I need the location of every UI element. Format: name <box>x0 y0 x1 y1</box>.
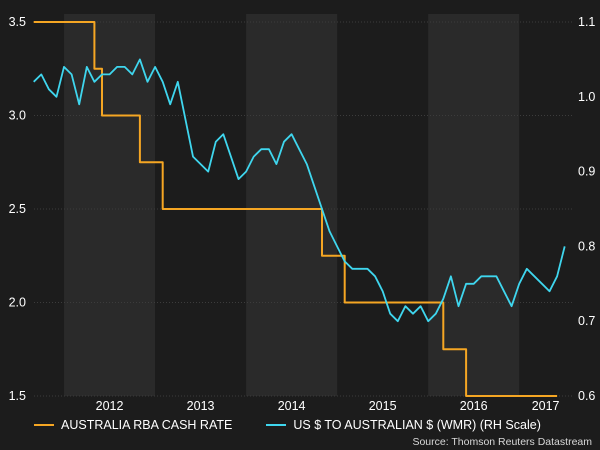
left-tick-label: 2.0 <box>9 296 26 310</box>
legend-label-rba: AUSTRALIA RBA CASH RATE <box>61 418 233 432</box>
right-axis-ticks: 0.6 0.7 0.8 0.9 1.0 1.1 <box>578 15 595 403</box>
year-shading <box>64 14 520 396</box>
legend-item-audusd: US $ TO AUSTRALIAN $ (WMR) (RH Scale) <box>266 418 541 432</box>
x-axis-ticks: 2012 2013 2014 2015 2016 2017 <box>96 399 560 413</box>
legend-label-audusd: US $ TO AUSTRALIAN $ (WMR) (RH Scale) <box>293 418 541 432</box>
x-tick-label: 2012 <box>96 399 124 413</box>
legend-swatch-rba <box>34 424 54 426</box>
source-note: Source: Thomson Reuters Datastream <box>412 436 592 448</box>
x-tick-label: 2015 <box>369 399 397 413</box>
x-tick-label: 2013 <box>187 399 215 413</box>
right-tick-label: 0.9 <box>578 165 595 179</box>
left-tick-label: 1.5 <box>9 389 26 403</box>
right-tick-label: 1.1 <box>578 15 595 29</box>
right-tick-label: 1.0 <box>578 90 595 104</box>
left-tick-label: 2.5 <box>9 202 26 216</box>
shade-band-2014 <box>246 14 338 396</box>
shade-band-2012 <box>64 14 156 396</box>
right-tick-label: 0.8 <box>578 239 595 253</box>
shade-band-2016 <box>428 14 520 396</box>
x-tick-label: 2014 <box>278 399 306 413</box>
x-tick-label: 2017 <box>532 399 560 413</box>
left-axis-ticks: 1.5 2.0 2.5 3.0 3.5 <box>9 15 26 403</box>
right-tick-label: 0.7 <box>578 314 595 328</box>
x-tick-label: 2016 <box>460 399 488 413</box>
legend-swatch-audusd <box>266 424 287 426</box>
series-lines <box>33 21 566 397</box>
legend: AUSTRALIA RBA CASH RATE US $ TO AUSTRALI… <box>34 418 541 432</box>
legend-item-rba: AUSTRALIA RBA CASH RATE <box>34 418 232 432</box>
left-tick-label: 3.0 <box>9 109 26 123</box>
left-tick-label: 3.5 <box>9 15 26 29</box>
series-line-usd-aud <box>33 58 566 323</box>
right-tick-label: 0.6 <box>578 389 595 403</box>
